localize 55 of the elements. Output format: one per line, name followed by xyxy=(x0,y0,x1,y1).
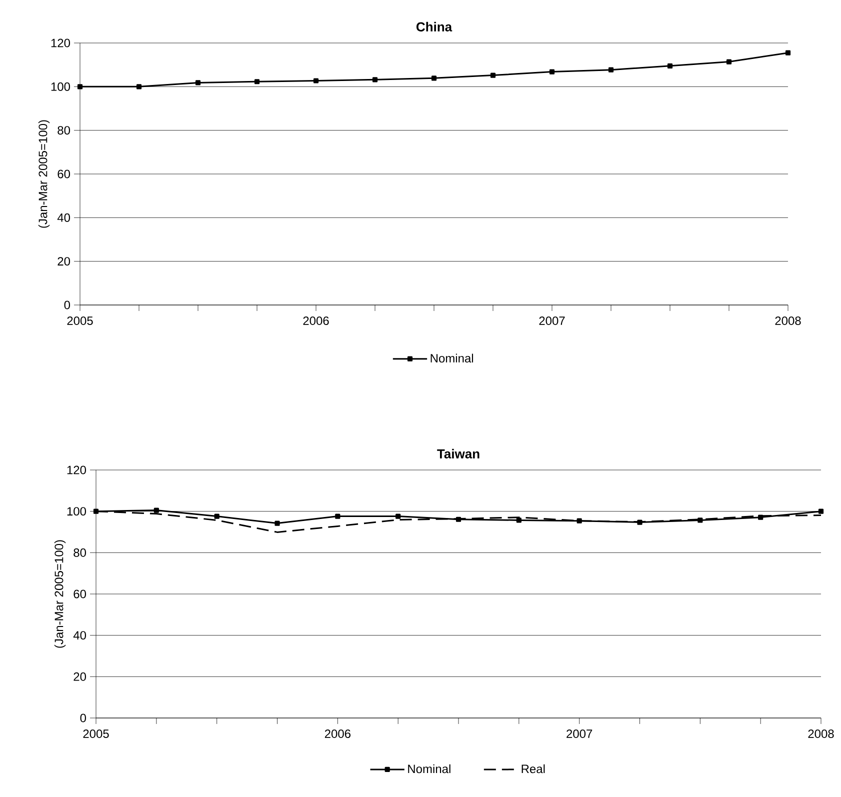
point xyxy=(136,84,142,90)
point xyxy=(456,516,462,522)
point xyxy=(549,69,555,74)
y-tick-label: 80 xyxy=(74,548,86,557)
x-tick-label: 2005 xyxy=(67,316,93,326)
y-tick-label: 60 xyxy=(58,170,70,178)
y-tick-label: 100 xyxy=(51,82,70,91)
point xyxy=(785,50,791,56)
point xyxy=(313,78,319,84)
point xyxy=(576,518,582,524)
point xyxy=(214,514,220,519)
y-tick-label: 80 xyxy=(58,126,70,135)
point xyxy=(490,72,496,78)
y-tick-label: 60 xyxy=(74,590,86,598)
x-tick-label: 2007 xyxy=(539,316,565,326)
point xyxy=(254,79,260,84)
point xyxy=(274,520,280,526)
y-tick-label: 20 xyxy=(74,672,86,681)
y-tick-label: 120 xyxy=(67,466,86,474)
point xyxy=(372,77,378,82)
point xyxy=(667,63,673,68)
legend-label: Nominal xyxy=(408,764,450,774)
point xyxy=(516,518,522,523)
y-axis-title: (Jan-Mar 2005=100) xyxy=(54,540,66,648)
x-tick-label: 2006 xyxy=(324,730,350,738)
x-tick-label: 2007 xyxy=(566,730,592,738)
point xyxy=(195,80,201,86)
chart-title: China xyxy=(416,22,452,32)
x-tick-label: 2008 xyxy=(808,730,834,738)
y-tick-label: 0 xyxy=(64,300,70,310)
point xyxy=(93,508,99,514)
point xyxy=(77,84,83,90)
chart-title: Taiwan xyxy=(437,448,480,458)
point xyxy=(154,508,159,513)
y-tick-label: 120 xyxy=(51,38,70,48)
point xyxy=(637,520,642,525)
point xyxy=(726,59,732,64)
x-tick-label: 2005 xyxy=(83,730,109,738)
y-tick-label: 40 xyxy=(73,631,86,640)
x-tick-label: 2006 xyxy=(303,316,329,326)
y-tick-label: 100 xyxy=(67,507,86,516)
point xyxy=(698,518,703,523)
point xyxy=(396,514,401,519)
y-tick-label: 40 xyxy=(57,213,70,222)
y-axis-title: (Jan-Mar 2005=100) xyxy=(38,120,50,228)
point xyxy=(818,508,824,514)
legend-label: Nominal xyxy=(430,354,474,363)
y-tick-label: 20 xyxy=(58,257,70,266)
point xyxy=(608,67,614,72)
point xyxy=(335,514,340,519)
point xyxy=(431,76,437,81)
point xyxy=(758,514,764,520)
y-tick-label: 0 xyxy=(80,714,86,722)
x-tick-label: 2008 xyxy=(775,316,801,326)
legend-label: Real xyxy=(522,764,545,774)
